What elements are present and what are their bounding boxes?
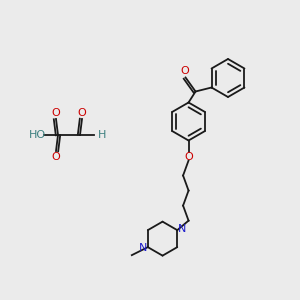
Text: N: N [178,224,187,234]
Text: O: O [78,108,86,118]
Text: O: O [52,108,60,118]
Text: H: H [98,130,106,140]
Text: O: O [52,152,60,162]
Text: N: N [139,243,147,253]
Text: O: O [184,152,193,161]
Text: HO: HO [28,130,46,140]
Text: O: O [180,67,189,76]
